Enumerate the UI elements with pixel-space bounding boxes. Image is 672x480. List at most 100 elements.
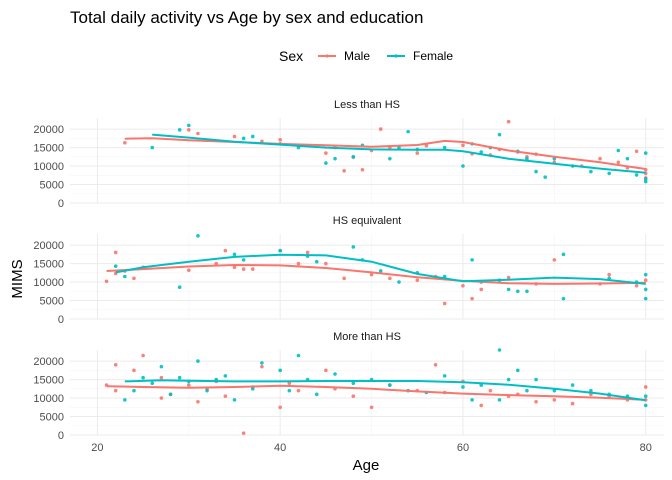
legend-label-male: Male [344,49,370,63]
data-point [104,279,109,284]
data-point [552,258,557,262]
data-point [388,156,392,161]
data-point [525,156,529,161]
data-point [561,296,566,301]
data-point [141,375,145,380]
data-point [351,245,356,249]
data-point [333,372,337,376]
data-point [278,138,282,142]
data-point [324,151,328,155]
data-point [461,385,465,389]
data-point [187,383,191,387]
y-tick-label: 0 [58,314,64,326]
data-point [479,150,484,154]
data-point [250,267,255,271]
data-point [177,285,182,290]
data-point [634,173,639,177]
data-point [616,148,621,153]
series-points-female [150,123,648,184]
y-tick-label: 10000 [33,161,64,173]
data-point [305,250,310,255]
data-point [525,388,529,393]
data-point [159,396,164,400]
y-axis-title: MIMS [9,259,26,298]
data-point [278,405,282,410]
data-point [388,383,392,387]
data-point [223,248,228,253]
data-point [506,287,511,292]
data-point [342,169,346,173]
data-point [607,171,611,176]
y-tick-label: 5000 [40,296,64,308]
y-tick-label: 10000 [33,277,64,289]
data-point [497,132,502,137]
data-point [278,248,282,253]
data-point [342,276,346,281]
data-point [643,272,648,277]
data-point [150,145,155,150]
data-point [643,278,648,282]
y-tick-label: 5000 [40,412,64,424]
data-point [497,398,502,402]
data-point [132,388,136,393]
x-tick-label: 40 [274,442,286,454]
data-point [260,361,264,365]
legend-title: Sex [279,48,303,64]
x-tick-label: 20 [91,442,103,454]
data-point [552,398,557,402]
x-tick-label: 60 [457,442,469,454]
data-point [324,161,328,165]
y-tick-label: 15000 [33,375,64,387]
chart-title: Total daily activity vs Age by sex and e… [70,8,423,27]
x-tick-label: 80 [640,442,652,454]
data-point [360,167,365,172]
data-point [470,296,474,301]
data-point [506,275,511,280]
data-point [497,348,502,352]
data-point [214,261,219,266]
smooth-line-female [124,379,646,402]
y-tick-label: 0 [58,198,64,210]
data-point [223,394,228,398]
panel-more-than-hs: More than HS 0 5000 10000 15000 20000 20 40 60 80 [33,331,664,454]
data-point [442,145,447,150]
y-tick-label: 20000 [33,124,64,136]
y-tick-label: 10000 [33,393,64,405]
y-tick-label: 15000 [33,259,64,271]
data-point [406,129,410,134]
panel-strip-label: Less than HS [334,99,400,111]
data-point [470,398,474,402]
data-point [324,368,328,373]
legend: Sex Male Female [279,48,453,64]
y-tick-label: 20000 [33,356,64,368]
data-point [415,278,420,282]
data-point [397,280,401,284]
smooth-line-male [124,137,646,170]
data-point [351,394,356,398]
panel-strip-label: More than HS [333,331,401,343]
data-point [278,368,282,373]
data-point [442,301,447,306]
data-point [534,377,538,382]
data-point [488,388,493,393]
y-tick-label: 20000 [33,240,64,252]
data-point [506,377,511,382]
data-point [643,287,648,292]
data-point [159,375,164,380]
data-point [187,123,191,128]
data-point [369,272,374,277]
data-point [241,431,246,435]
data-point [643,385,648,389]
series-points-male [104,248,648,306]
data-point [296,353,301,358]
data-point [196,234,200,238]
data-point [113,388,118,393]
data-point [643,394,648,398]
data-point [223,374,228,378]
smooth-line-male [106,384,646,401]
data-point [388,276,392,281]
data-point [515,289,520,294]
data-point [570,383,575,387]
data-point [123,398,127,402]
